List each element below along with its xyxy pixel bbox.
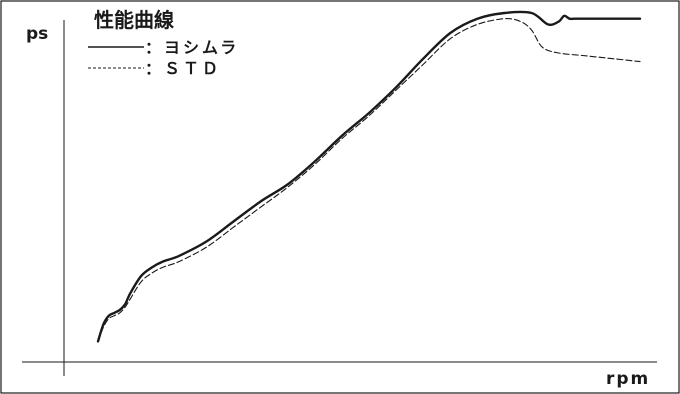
series-line-1	[97, 18, 641, 342]
series-layer	[96, 10, 642, 343]
legend-label-yoshimura: ：ヨシムラ	[145, 38, 239, 57]
series-line-0	[96, 10, 642, 343]
y-axis-label: ps	[26, 24, 48, 44]
chart-title: 性能曲線	[94, 8, 174, 32]
legend-label-std: ：ＳＴＤ	[145, 59, 221, 78]
legend: ：ヨシムラ ：ＳＴＤ	[88, 38, 239, 78]
x-axis-label: rpm	[606, 369, 650, 389]
